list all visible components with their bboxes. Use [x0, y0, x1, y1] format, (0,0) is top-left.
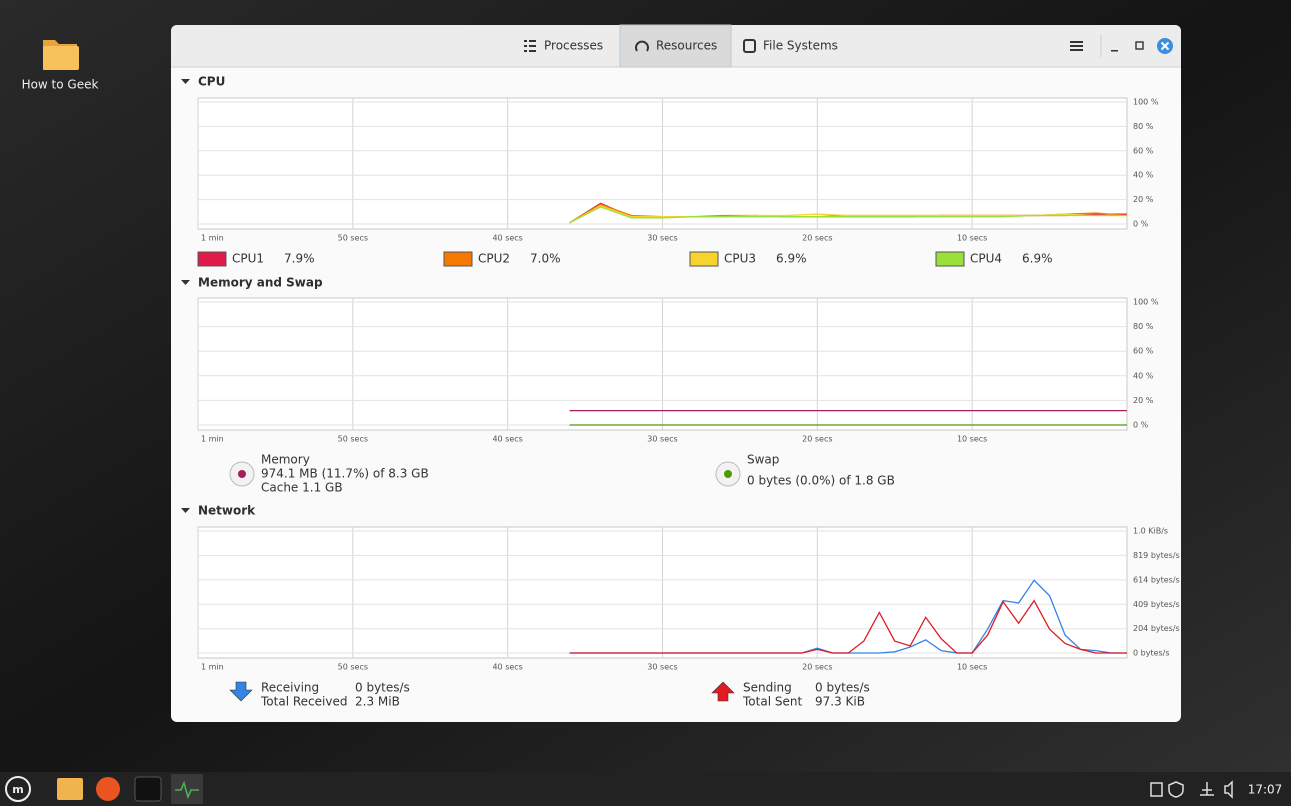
- legend-name: Swap: [747, 453, 779, 467]
- y-tick-label: 409 bytes/s: [1133, 600, 1180, 609]
- y-tick-label: 100 %: [1133, 298, 1159, 307]
- legend-value: 6.9%: [1022, 252, 1053, 266]
- legend-icon-dot: [724, 470, 732, 478]
- legend-value: 7.0%: [530, 252, 561, 266]
- legend-name: Sending: [743, 681, 792, 695]
- legend-name: CPU1: [232, 252, 264, 266]
- desktop-icon[interactable]: [43, 40, 79, 70]
- x-tick-label: 10 secs: [957, 663, 987, 672]
- x-tick-label: 20 secs: [802, 234, 832, 243]
- legend-swatch[interactable]: [935, 251, 965, 267]
- section-title[interactable]: Memory and Swap: [198, 276, 323, 290]
- taskbar: [0, 772, 1291, 806]
- y-tick-label: 0 %: [1133, 421, 1149, 430]
- legend-name: Memory: [261, 453, 310, 467]
- x-tick-label: 30 secs: [647, 663, 677, 672]
- legend-name: CPU2: [478, 252, 510, 266]
- resources-icon[interactable]: [635, 40, 649, 52]
- x-tick-label: 1 min: [201, 663, 224, 672]
- clock: 17:07: [1248, 783, 1283, 797]
- legend-swatch[interactable]: [443, 251, 473, 267]
- active-tab-bg[interactable]: [619, 24, 732, 68]
- x-tick-label: 1 min: [201, 435, 224, 444]
- terminal-launcher[interactable]: [134, 776, 162, 802]
- y-tick-label: 100 %: [1133, 98, 1159, 107]
- x-tick-label: 20 secs: [802, 435, 832, 444]
- legend-rate: 0 bytes/s: [355, 681, 410, 695]
- sysmon-launcher[interactable]: [171, 774, 203, 804]
- x-tick-label: 1 min: [201, 234, 224, 243]
- y-tick-label: 40 %: [1133, 171, 1154, 180]
- x-tick-label: 50 secs: [338, 435, 368, 444]
- tray-icons[interactable]: [1150, 780, 1233, 799]
- files-launcher[interactable]: [57, 778, 83, 800]
- legend-arrow: [711, 681, 735, 702]
- legend-detail: 0 bytes (0.0%) of 1.8 GB: [747, 474, 895, 488]
- y-tick-label: 80 %: [1133, 322, 1154, 331]
- expander-arrow[interactable]: [181, 280, 190, 285]
- x-tick-label: 50 secs: [338, 234, 368, 243]
- series-line: [569, 599, 1127, 654]
- firefox-launcher[interactable]: [96, 777, 120, 801]
- y-tick-label: 1.0 KiB/s: [1133, 527, 1168, 536]
- filesystems-icon[interactable]: [743, 39, 756, 53]
- menu-button[interactable]: [1070, 41, 1083, 51]
- x-tick-label: 30 secs: [647, 234, 677, 243]
- y-tick-label: 60 %: [1133, 347, 1154, 356]
- tab-label[interactable]: File Systems: [763, 39, 838, 53]
- legend-swatch[interactable]: [197, 251, 227, 267]
- x-tick-label: 40 secs: [492, 234, 522, 243]
- legend-detail: 974.1 MB (11.7%) of 8.3 GB: [261, 467, 429, 481]
- y-tick-label: 60 %: [1133, 146, 1154, 155]
- processes-icon[interactable]: [524, 40, 536, 52]
- tab-label[interactable]: Resources: [656, 39, 717, 53]
- expander-arrow[interactable]: [181, 508, 190, 513]
- y-tick-label: 819 bytes/s: [1133, 551, 1180, 560]
- legend-name: Receiving: [261, 681, 319, 695]
- x-tick-label: 10 secs: [957, 435, 987, 444]
- legend-rate: 0 bytes/s: [815, 681, 870, 695]
- legend-arrow: [229, 681, 253, 702]
- close-button[interactable]: [1157, 38, 1173, 54]
- y-tick-label: 0 %: [1133, 220, 1149, 229]
- x-tick-label: 40 secs: [492, 663, 522, 672]
- y-tick-label: 80 %: [1133, 122, 1154, 131]
- legend-value: 7.9%: [284, 252, 315, 266]
- expander-arrow[interactable]: [181, 79, 190, 84]
- y-tick-label: 20 %: [1133, 195, 1154, 204]
- y-tick-label: 614 bytes/s: [1133, 575, 1180, 584]
- y-tick-label: 204 bytes/s: [1133, 624, 1180, 633]
- legend-total-label: Total Sent: [742, 695, 802, 709]
- legend-swatch[interactable]: [689, 251, 719, 267]
- series-line: [569, 206, 1127, 224]
- section-title[interactable]: CPU: [198, 75, 225, 89]
- x-tick-label: 30 secs: [647, 435, 677, 444]
- y-tick-label: 20 %: [1133, 396, 1154, 405]
- y-tick-label: 0 bytes/s: [1133, 649, 1170, 658]
- tab-label[interactable]: Processes: [544, 39, 603, 53]
- x-tick-label: 10 secs: [957, 234, 987, 243]
- legend-value: 6.9%: [776, 252, 807, 266]
- legend-total-label: Total Received: [260, 695, 347, 709]
- svg-text:m: m: [12, 783, 23, 796]
- legend-icon-dot: [238, 470, 246, 478]
- x-tick-label: 40 secs: [492, 435, 522, 444]
- section-title[interactable]: Network: [198, 504, 256, 518]
- menu-launcher[interactable]: m: [5, 776, 31, 802]
- minimize-button[interactable]: [1111, 50, 1118, 52]
- legend-total: 97.3 KiB: [815, 695, 865, 709]
- legend-name: CPU3: [724, 252, 756, 266]
- legend-total: 2.3 MiB: [355, 695, 400, 709]
- legend-detail: Cache 1.1 GB: [261, 481, 343, 495]
- sysmon-icon: [175, 780, 199, 800]
- maximize-button[interactable]: [1135, 41, 1144, 50]
- x-tick-label: 50 secs: [338, 663, 368, 672]
- legend-name: CPU4: [970, 252, 1002, 266]
- y-tick-label: 40 %: [1133, 371, 1154, 380]
- desktop-icon-label[interactable]: How to Geek: [22, 78, 99, 92]
- x-tick-label: 20 secs: [802, 663, 832, 672]
